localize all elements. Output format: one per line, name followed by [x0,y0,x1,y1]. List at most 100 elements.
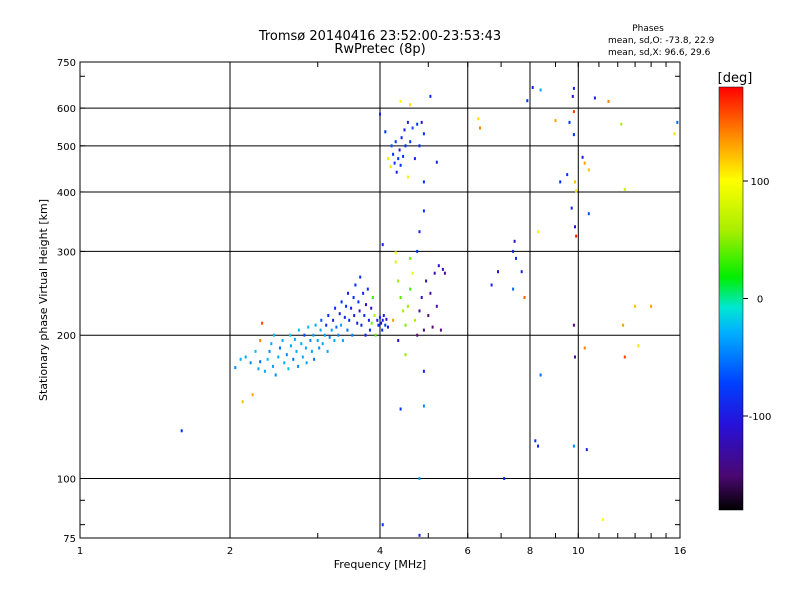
data-point [379,112,381,116]
stats-line-x: mean, sd,X: 96.6, 29.6 [608,48,711,58]
data-point [399,296,402,299]
data-point [676,120,679,124]
data-point [392,318,395,322]
data-point [395,170,398,174]
data-point [354,283,357,287]
data-point [370,306,373,310]
data-point [433,271,436,275]
data-point [305,361,308,365]
data-point [379,315,381,319]
data-point [359,275,362,279]
data-point [376,318,379,322]
y-axis-ticks: 75 100 200 300 400 500 600 750 [57,58,680,545]
data-point [437,264,440,268]
data-point [310,349,313,353]
data-point [429,291,432,295]
data-point [406,304,409,308]
data-point [413,318,416,322]
data-point [512,287,515,291]
data-point [497,270,499,274]
colorbar-tick-label: -100 [749,412,772,423]
data-point [318,346,321,350]
data-point [418,230,421,234]
data-point [387,157,389,161]
data-point [477,117,480,121]
data-point [409,103,412,107]
data-point [402,154,405,158]
data-point [622,323,625,327]
y-tick-label: 75 [63,534,76,545]
x-tick-label: 4 [377,546,383,557]
data-point [385,317,388,321]
data-point [249,361,252,365]
data-point [384,323,387,327]
data-point [568,120,571,124]
x-tick-label: 6 [465,546,471,557]
data-point [397,279,400,283]
data-point [503,477,506,480]
data-point [381,243,384,247]
colorbar-tick-label: 0 [757,295,763,306]
data-point [335,325,338,329]
y-tick-label: 500 [57,142,76,153]
data-point [338,312,341,316]
data-point [309,339,312,342]
data-point [539,373,542,377]
data-point [422,369,425,373]
data-point [402,309,405,313]
data-point [272,364,274,368]
data-point [270,342,273,346]
data-point [365,303,367,307]
data-point [295,349,298,353]
data-point [357,300,360,304]
data-point [394,251,397,255]
data-point [587,212,590,216]
data-point [637,344,640,348]
data-point [575,234,578,238]
data-point [381,318,384,322]
data-point [334,306,337,310]
data-point [350,306,353,310]
data-point [431,325,434,329]
data-point [374,333,377,337]
data-point [303,333,306,337]
data-point [352,296,355,299]
data-point [314,323,317,327]
data-point [367,318,370,322]
data-point [585,448,588,452]
x-tick-label: 10 [572,546,585,557]
data-point [356,321,359,325]
data-point [406,175,409,179]
data-point [574,180,576,184]
x-tick-label: 8 [527,546,533,557]
data-point [244,355,247,359]
data-point [587,168,590,172]
stats-heading: Phases [632,24,664,34]
colorbar [718,86,744,511]
data-point [404,353,407,357]
data-point [297,328,300,332]
data-point [513,239,516,243]
data-point [279,346,281,350]
data-point [441,267,444,271]
data-point [321,342,324,346]
data-point [429,94,432,98]
data-point [259,360,262,364]
data-point [422,180,425,184]
data-point [345,304,348,308]
data-point [389,165,392,169]
data-point [572,323,575,327]
data-point [325,323,328,327]
data-point [420,296,423,299]
data-point [570,206,573,210]
data-point [435,304,438,308]
data-point [381,523,384,527]
data-point [572,110,575,114]
colorbar-label: [deg] [718,71,753,86]
data-point [416,249,419,253]
data-point [251,393,254,397]
data-point [399,407,402,411]
data-point [479,126,481,130]
data-point [333,339,336,342]
